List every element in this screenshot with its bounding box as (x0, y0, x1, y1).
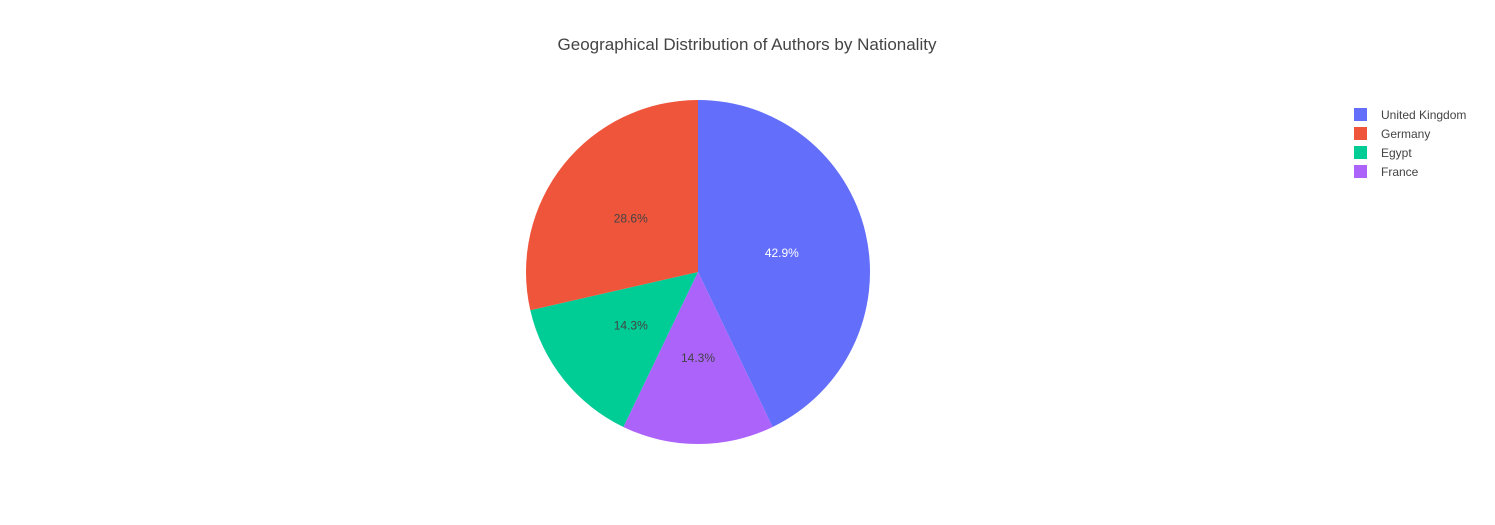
legend-swatch (1354, 165, 1367, 178)
chart-title: Geographical Distribution of Authors by … (558, 35, 937, 54)
legend-label: France (1381, 165, 1419, 179)
pie-slice-labels: 42.9% 14.3% 14.3% 28.6% (614, 211, 799, 365)
slice-label-egypt: 14.3% (614, 319, 648, 333)
legend-swatch (1354, 127, 1367, 140)
slice-label-germany: 28.6% (614, 211, 648, 225)
slice-label-united-kingdom: 42.9% (765, 246, 799, 260)
legend-item-germany[interactable]: Germany (1354, 127, 1430, 141)
legend-label: Egypt (1381, 146, 1412, 160)
legend-swatch (1354, 108, 1367, 121)
slice-label-france: 14.3% (681, 351, 715, 365)
pie-slices (525, 100, 870, 444)
legend-item-united-kingdom[interactable]: United Kingdom (1354, 108, 1466, 122)
legend-item-france[interactable]: France (1354, 165, 1419, 179)
pie-slice-united-kingdom[interactable] (698, 100, 870, 427)
pie-slice-germany[interactable] (525, 100, 698, 311)
pie-slice-egypt[interactable] (530, 272, 698, 427)
legend-item-egypt[interactable]: Egypt (1354, 146, 1412, 160)
legend: United Kingdom Germany Egypt France (1354, 108, 1466, 179)
legend-swatch (1354, 146, 1367, 159)
pie-slice-france[interactable] (623, 272, 773, 444)
legend-label: United Kingdom (1381, 108, 1466, 122)
legend-label: Germany (1381, 127, 1430, 141)
